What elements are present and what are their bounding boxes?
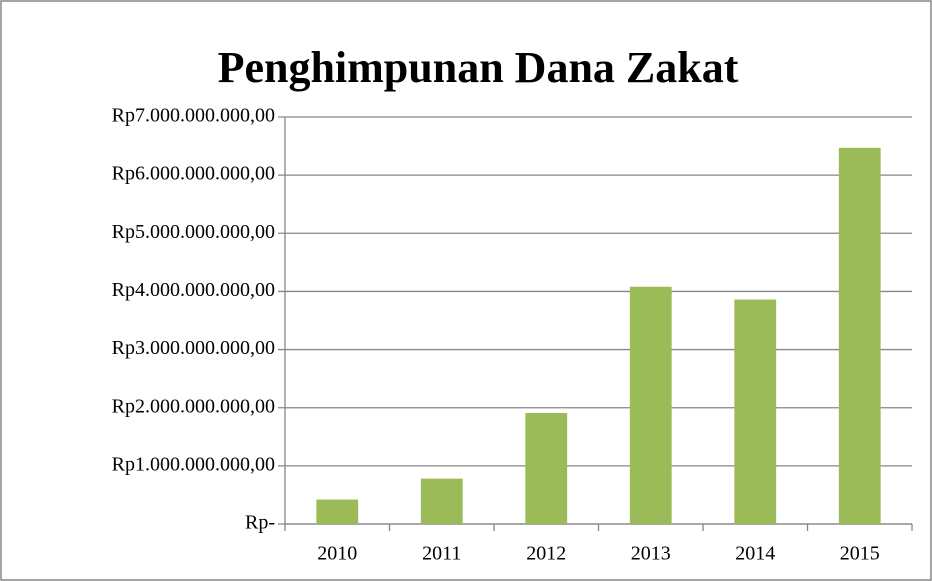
- bar: [316, 499, 359, 524]
- x-tick-label: 2012: [526, 543, 566, 565]
- bar: [629, 286, 672, 524]
- y-tick-label: Rp-: [245, 512, 275, 534]
- y-tick-label: Rp4.000.000.000,00: [112, 279, 275, 301]
- bar: [838, 147, 881, 524]
- bar: [525, 412, 568, 524]
- y-tick-label: Rp7.000.000.000,00: [112, 105, 275, 127]
- x-tick-label: 2015: [840, 543, 880, 565]
- x-tick-label: 2010: [317, 543, 357, 565]
- x-tick-label: 2014: [735, 543, 775, 565]
- x-tick-label: 2013: [631, 543, 671, 565]
- bar: [734, 299, 777, 524]
- y-tick-label: Rp3.000.000.000,00: [112, 337, 275, 359]
- y-tick-label: Rp6.000.000.000,00: [112, 163, 275, 185]
- y-tick-label: Rp2.000.000.000,00: [112, 395, 275, 417]
- x-tick-label: 2011: [422, 543, 461, 565]
- bar: [420, 478, 463, 524]
- y-tick-label: Rp1.000.000.000,00: [112, 453, 275, 475]
- y-tick-label: Rp5.000.000.000,00: [112, 221, 275, 243]
- chart-title: Penghimpunan Dana Zakat: [218, 43, 739, 92]
